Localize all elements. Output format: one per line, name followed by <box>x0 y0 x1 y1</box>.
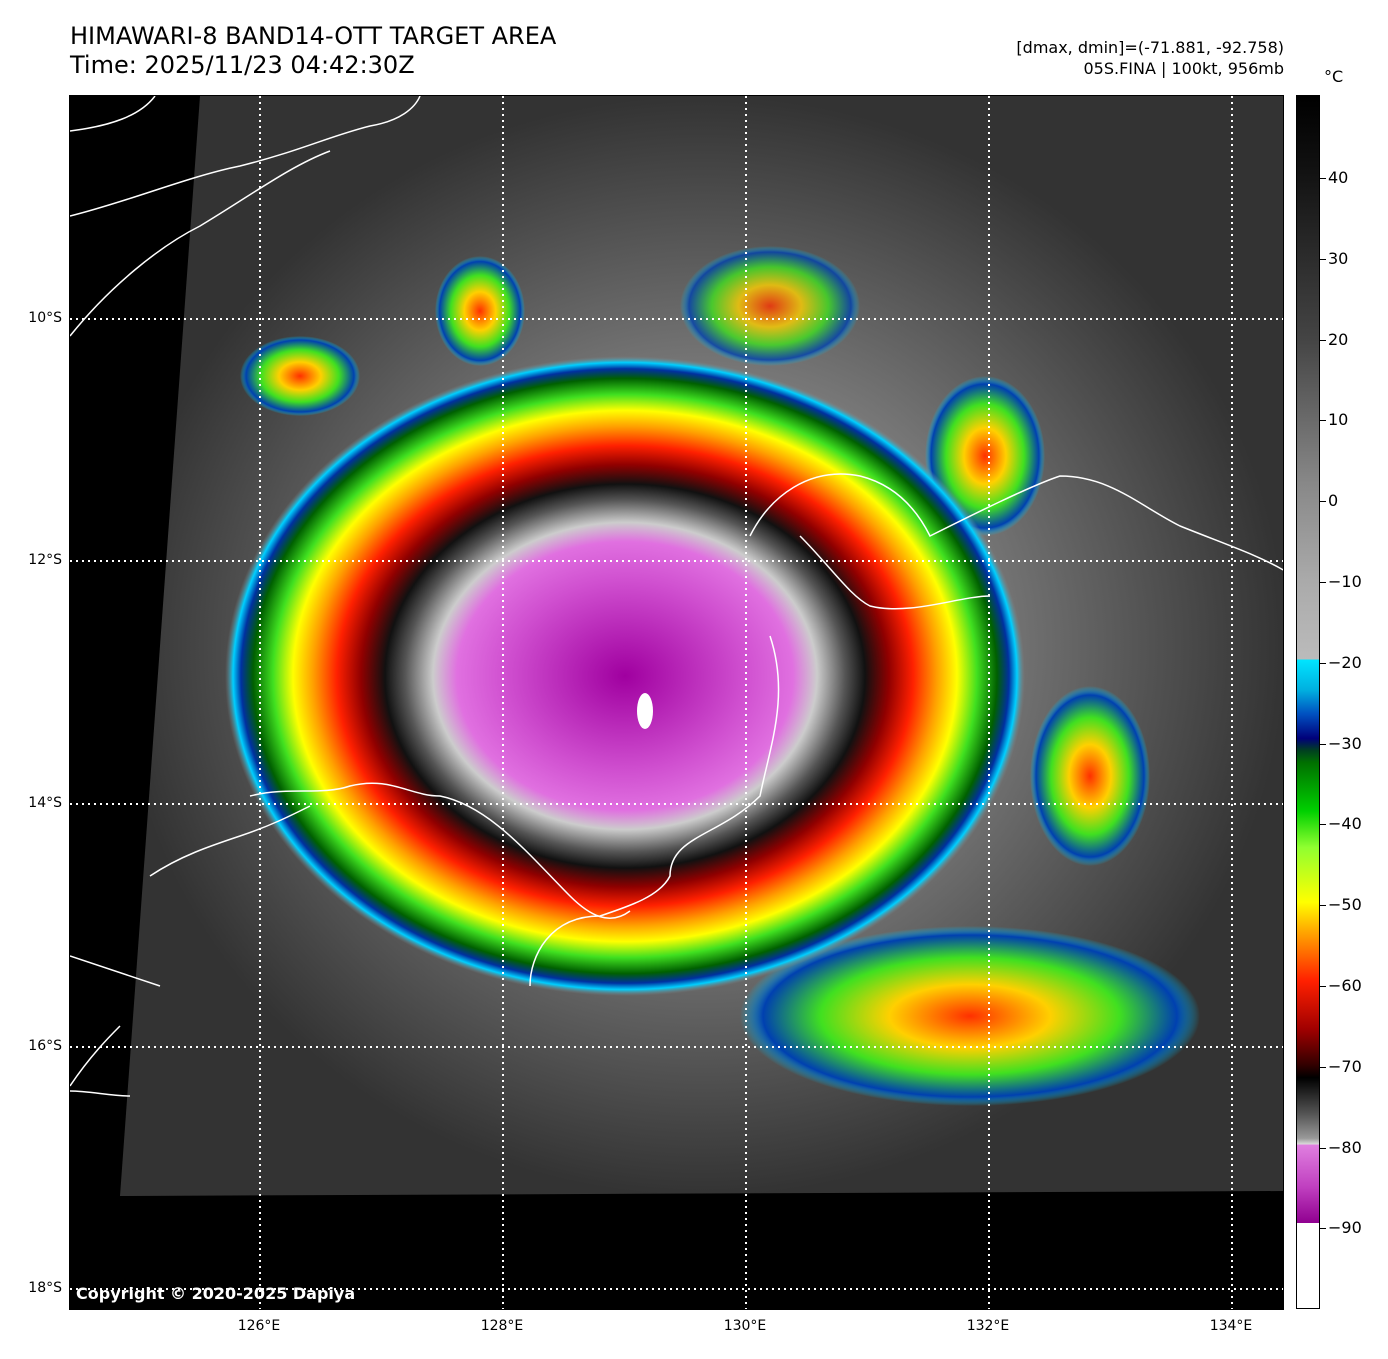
colorbar-tick-label: 10 <box>1328 410 1349 430</box>
lat-label: 18°S <box>28 1280 62 1296</box>
title-line-1: HIMAWARI-8 BAND14-OTT TARGET AREA <box>70 22 557 50</box>
colorbar-tick-label: 30 <box>1328 248 1349 268</box>
colorbar-tick-mark <box>1320 420 1326 422</box>
colorbar-tick-label: 0 <box>1328 491 1339 511</box>
info-storm: 05S.FINA | 100kt, 956mb <box>1083 59 1284 78</box>
colorbar-tick-mark <box>1320 743 1326 745</box>
colorbar-tick-label: −30 <box>1328 733 1362 753</box>
convective-cell <box>435 256 525 366</box>
colorbar-tick-label: −10 <box>1328 572 1362 591</box>
colorbar-tick-mark <box>1320 258 1326 260</box>
colorbar-unit: °C <box>1324 67 1344 86</box>
colorbar-tick-label: −70 <box>1328 1056 1362 1076</box>
graticule <box>70 96 1283 1309</box>
colorbar-tick-label: −50 <box>1328 895 1362 915</box>
colorbar-tick-mark <box>1320 986 1326 987</box>
central-dense-overcast <box>225 356 1025 996</box>
colorbar-tick-mark <box>1320 1066 1326 1068</box>
lon-label: 126°E <box>237 1318 281 1334</box>
colorbar-tick-mark <box>1320 339 1326 341</box>
colorbar-tick-mark <box>1320 582 1326 583</box>
storm-eye <box>637 693 653 729</box>
convective-cell <box>740 926 1200 1106</box>
colorbar-tick-mark <box>1320 501 1326 503</box>
colorbar <box>1296 95 1320 1309</box>
colorbar-tick-label: 20 <box>1328 329 1349 349</box>
lon-label: 134°E <box>1209 1318 1253 1334</box>
satellite-imagery <box>70 96 1283 1309</box>
colorbar-tick-mark <box>1320 824 1326 826</box>
figure-title: HIMAWARI-8 BAND14-OTT TARGET AREA Time: … <box>70 22 556 80</box>
copyright-notice: Copyright © 2020-2025 Dapiya <box>76 1284 356 1303</box>
lat-label: 16°S <box>28 1038 62 1054</box>
lat-label: 12°S <box>28 552 62 568</box>
colorbar-tick-label: −40 <box>1328 814 1362 834</box>
colorbar-tick-mark <box>1320 178 1326 179</box>
colorbar-tick-label: 40 <box>1328 168 1349 187</box>
convective-cell <box>680 246 860 366</box>
colorbar-tick-label: −20 <box>1328 652 1362 672</box>
colorbar-tick-mark <box>1320 905 1326 907</box>
lat-label: 14°S <box>28 795 62 811</box>
colorbar-tick-mark <box>1320 1228 1326 1230</box>
convective-cell <box>240 336 360 416</box>
lon-label: 132°E <box>966 1318 1010 1334</box>
info-range: [dmax, dmin]=(-71.881, -92.758) <box>1016 38 1284 57</box>
title-line-2: Time: 2025/11/23 04:42:30Z <box>70 51 415 79</box>
colorbar-tick-mark <box>1320 1147 1326 1149</box>
lat-label: 10°S <box>28 310 62 326</box>
lon-label: 128°E <box>480 1318 524 1334</box>
colorbar-tick-label: −80 <box>1328 1137 1362 1157</box>
coastlines <box>70 96 1283 1097</box>
lon-label: 130°E <box>723 1318 767 1334</box>
colorbar-tick-mark <box>1320 662 1326 664</box>
storm-info: [dmax, dmin]=(-71.881, -92.758) 05S.FINA… <box>1016 37 1284 79</box>
convective-cell <box>1030 686 1150 866</box>
colorbar-tick-label: −90 <box>1328 1218 1362 1238</box>
satellite-map: Copyright © 2020-2025 Dapiya <box>69 95 1284 1310</box>
colorbar-tick-label: −60 <box>1328 976 1362 995</box>
